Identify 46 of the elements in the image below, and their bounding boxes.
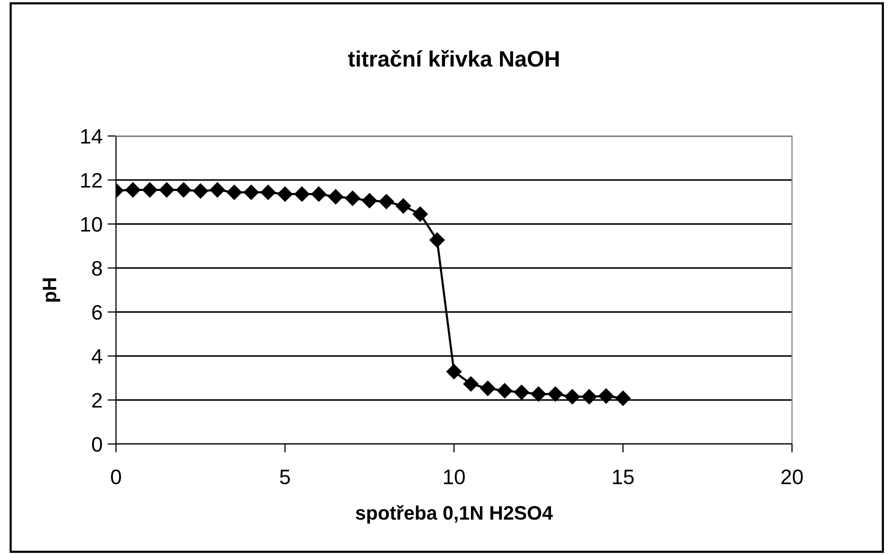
x-tick-label: 20 [781,470,803,484]
y-tick-label: 4 [92,349,102,364]
point [125,182,140,198]
point [514,384,530,400]
point [497,383,512,398]
x-tick-label: 10 [444,470,465,484]
point [564,389,580,404]
x-axis-title: spotřeba 0,1N H2SO4 [356,505,553,524]
point [159,182,174,198]
y-tick-label: 12 [81,173,102,188]
point [598,388,614,404]
point [582,389,597,404]
point [480,380,496,396]
point [244,184,259,200]
point [378,194,394,210]
point [210,182,225,198]
point [412,206,428,222]
point [345,190,360,206]
y-tick-label: 2 [92,393,102,408]
point [277,186,293,202]
y-tick-label: 14 [81,129,102,144]
point [362,193,378,208]
point [430,232,445,248]
y-axis-title: pH [42,278,60,302]
point [260,184,276,200]
y-tick-label: 8 [92,261,102,276]
y-tick-label: 10 [81,217,102,232]
point [311,186,326,202]
point [548,386,563,402]
point [328,189,344,204]
point [142,182,158,198]
point [294,186,310,202]
point [463,376,478,392]
x-tick-label: 0 [111,470,121,484]
x-tick-label: 5 [280,470,290,484]
x-tick-label: 15 [613,470,634,484]
point [446,364,462,380]
point [615,390,631,406]
point [192,183,208,199]
point [396,198,411,214]
chart-title: titrační křivka NaOH [348,50,559,67]
y-tick-label: 6 [92,305,102,320]
point [226,184,242,200]
y-tick-label: 0 [92,437,102,452]
point [530,386,546,402]
point [176,182,192,198]
